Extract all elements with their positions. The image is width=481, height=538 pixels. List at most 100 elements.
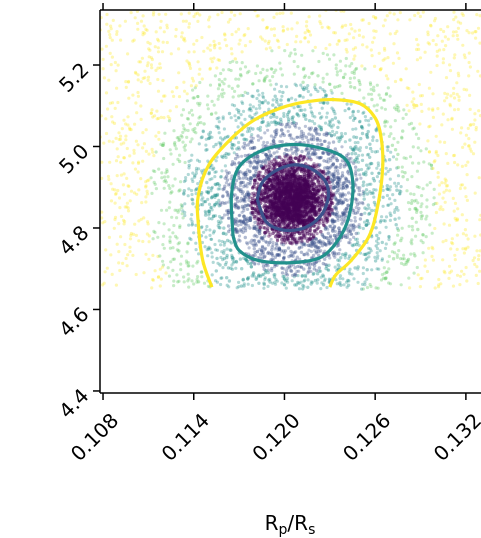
scatter-point [326, 25, 330, 29]
scatter-point [158, 254, 162, 258]
scatter-point [225, 238, 230, 243]
scatter-point [355, 203, 360, 207]
scatter-point [262, 140, 266, 144]
scatter-point [325, 263, 329, 267]
scatter-point [471, 258, 475, 263]
scatter-point [127, 96, 131, 100]
scatter-point [323, 139, 327, 143]
scatter-point [409, 201, 414, 205]
scatter-point [388, 188, 392, 192]
scatter-point [384, 159, 388, 163]
scatter-point [349, 232, 353, 236]
scatter-point [112, 121, 117, 125]
scatter-point [287, 109, 291, 113]
scatter-point [441, 196, 445, 200]
scatter-point [221, 200, 225, 205]
scatter-point [343, 256, 347, 260]
scatter-point [400, 226, 404, 230]
scatter-point [216, 126, 221, 130]
scatter-point [221, 115, 225, 119]
scatter-point [442, 190, 446, 194]
scatter-point [429, 163, 433, 167]
scatter-point [477, 176, 481, 180]
scatter-point [454, 15, 458, 19]
scatter-point [329, 134, 334, 138]
scatter-point [472, 122, 476, 126]
scatter-point [261, 91, 265, 95]
scatter-point [290, 116, 294, 120]
scatter-point [294, 283, 299, 287]
scatter-point [209, 57, 213, 61]
scatter-point [379, 218, 383, 223]
scatter-point [229, 10, 233, 14]
scatter-point [122, 172, 126, 176]
scatter-point [197, 159, 202, 164]
scatter-point [315, 281, 319, 285]
scatter-point [395, 166, 399, 170]
scatter-point [337, 214, 342, 218]
scatter-point [339, 283, 343, 287]
scatter-point [419, 277, 423, 281]
scatter-point [186, 241, 190, 245]
scatter-point [294, 84, 299, 88]
scatter-point [398, 192, 402, 196]
scatter-point [474, 36, 478, 40]
scatter-point [211, 166, 216, 170]
scatter-point [286, 266, 290, 270]
scatter-point [301, 80, 305, 85]
scatter-point [398, 189, 402, 193]
scatter-point [323, 89, 327, 94]
scatter-point [166, 266, 170, 270]
scatter-point [342, 75, 346, 79]
scatter-point [220, 250, 224, 254]
scatter-point [441, 240, 445, 244]
scatter-point [193, 126, 197, 131]
scatter-point [306, 29, 310, 33]
scatter-point [151, 115, 155, 119]
scatter-point [349, 85, 353, 89]
scatter-point [278, 11, 282, 15]
scatter-point [434, 151, 438, 155]
scatter-point [194, 12, 198, 16]
scatter-point [256, 134, 260, 138]
scatter-point [339, 69, 343, 73]
scatter-point [393, 198, 397, 202]
scatter-point [473, 140, 477, 144]
scatter-point [196, 182, 200, 186]
scatter-point [444, 238, 448, 243]
scatter-point [160, 50, 165, 54]
scatter-point [294, 241, 298, 245]
scatter-point [460, 164, 464, 168]
scatter-point [363, 206, 367, 210]
scatter-point [389, 202, 393, 206]
scatter-point [385, 145, 389, 149]
scatter-point [252, 271, 256, 275]
scatter-point [415, 104, 419, 108]
scatter-point [230, 32, 234, 37]
scatter-point [184, 178, 188, 182]
scatter-point [277, 155, 282, 159]
scatter-point [317, 124, 321, 128]
scatter-point [103, 270, 107, 274]
scatter-point [411, 161, 415, 165]
scatter-point [357, 223, 361, 227]
scatter-point [431, 203, 435, 207]
scatter-point [350, 62, 354, 66]
scatter-point [391, 61, 395, 65]
scatter-point [186, 242, 190, 246]
scatter-point [478, 114, 481, 118]
scatter-point [119, 38, 123, 42]
scatter-point [427, 86, 431, 90]
scatter-point [341, 200, 346, 205]
scatter-point [243, 217, 247, 222]
scatter-point [360, 201, 364, 205]
scatter-point [262, 79, 267, 83]
scatter-point [282, 133, 286, 138]
scatter-point [407, 122, 411, 126]
scatter-point [361, 43, 365, 47]
scatter-point [225, 276, 229, 280]
scatter-point [359, 136, 363, 141]
scatter-point [156, 50, 161, 54]
scatter-point [156, 275, 160, 279]
scatter-point [261, 252, 265, 256]
